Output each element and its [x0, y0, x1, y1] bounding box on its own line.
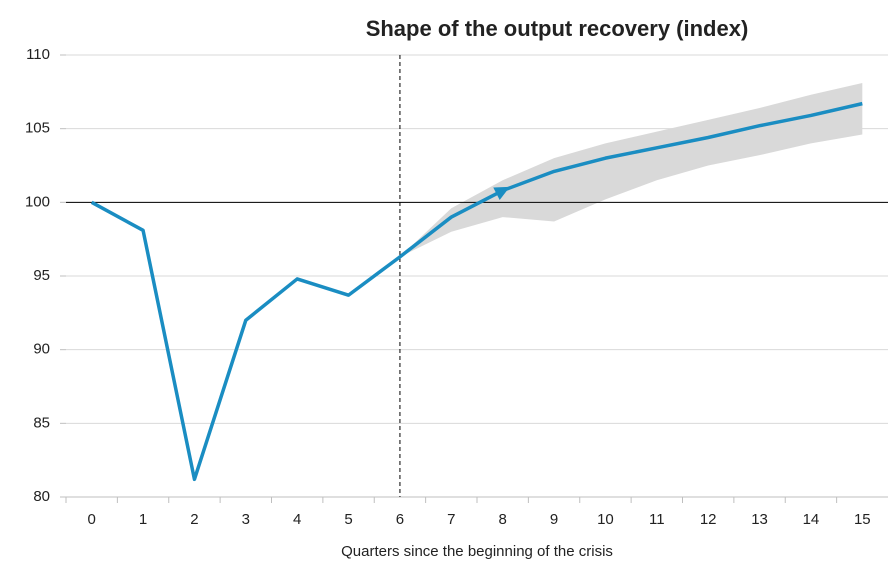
- y-tick-label: 85: [33, 414, 50, 431]
- x-tick-label: 5: [344, 511, 352, 528]
- confidence-band: [399, 82, 863, 257]
- x-tick-label: 9: [550, 511, 558, 528]
- y-tick-label: 100: [25, 193, 50, 210]
- arrow-head: [493, 186, 510, 200]
- y-tick-label: 110: [26, 46, 50, 63]
- x-tick-label: 8: [499, 511, 507, 528]
- x-tick-label: 3: [242, 511, 250, 528]
- x-tick-label: 15: [854, 511, 871, 528]
- x-tick-label: 0: [88, 511, 96, 528]
- x-tick-label: 7: [447, 511, 455, 528]
- y-tick-label: 90: [33, 341, 50, 358]
- x-tick-label: 6: [396, 511, 404, 528]
- x-tick-label: 13: [751, 511, 768, 528]
- y-tick-label: 95: [33, 267, 50, 284]
- x-tick-label: 12: [700, 511, 717, 528]
- x-tick-label: 14: [803, 511, 820, 528]
- line-series: [90, 101, 863, 482]
- x-tick-label: 1: [139, 511, 147, 528]
- x-tick-label: 11: [649, 511, 665, 528]
- x-tick-label: 10: [597, 511, 614, 528]
- x-tick-label: 4: [293, 511, 301, 528]
- y-tick-label: 105: [25, 120, 50, 137]
- x-tick-label: 2: [190, 511, 198, 528]
- chart-title: Shape of the output recovery (index): [366, 16, 749, 41]
- y-tick-label: 80: [33, 488, 50, 505]
- x-axis-label: Quarters since the beginning of the cris…: [341, 543, 613, 560]
